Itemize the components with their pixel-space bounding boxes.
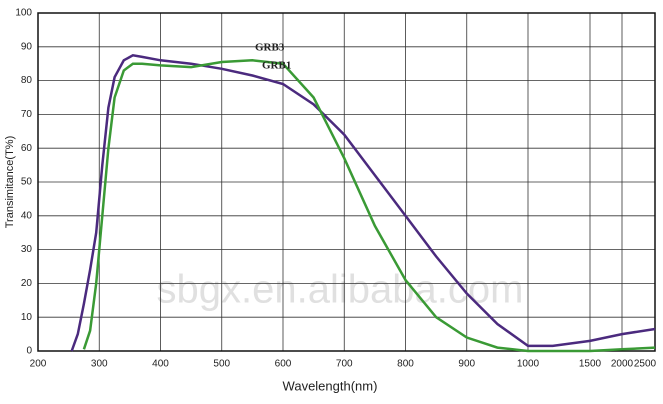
y-tick-label: 50 [21, 177, 33, 188]
legend-label: GRB1 [262, 60, 291, 72]
x-tick-label: 2000 [611, 359, 634, 370]
legend-label: GRB3 [255, 42, 285, 54]
y-tick-label: 100 [15, 8, 32, 19]
y-tick-label: 40 [21, 210, 33, 221]
y-tick-label: 30 [21, 244, 33, 255]
x-tick-label: 800 [397, 359, 414, 370]
x-tick-label: 2500 [634, 359, 657, 370]
y-tick-label: 60 [21, 143, 33, 154]
watermark: sbgx.en.alibaba.com [157, 268, 524, 312]
y-tick-label: 10 [21, 312, 33, 323]
series-line [70, 53, 656, 352]
x-tick-label: 400 [152, 359, 169, 370]
x-tick-label: 300 [91, 359, 108, 370]
y-tick-label: 20 [21, 278, 33, 289]
plot-frame [37, 12, 656, 352]
x-tick-label: 1500 [579, 359, 602, 370]
x-tick-label: 700 [336, 359, 353, 370]
x-axis-label: Wavelength(nm) [283, 378, 378, 393]
y-tick-label: 70 [21, 109, 33, 120]
y-tick-label: 90 [21, 41, 33, 52]
y-axis-label: Transimitance(T%) [4, 136, 16, 229]
x-tick-label: 200 [30, 359, 47, 370]
y-tick-label: 80 [21, 75, 33, 86]
x-tick-label: 1000 [517, 359, 540, 370]
y-tick-label: 0 [26, 346, 32, 357]
series-line [82, 59, 656, 353]
x-tick-label: 500 [213, 359, 230, 370]
x-tick-label: 600 [275, 359, 292, 370]
x-tick-label: 900 [458, 359, 475, 370]
